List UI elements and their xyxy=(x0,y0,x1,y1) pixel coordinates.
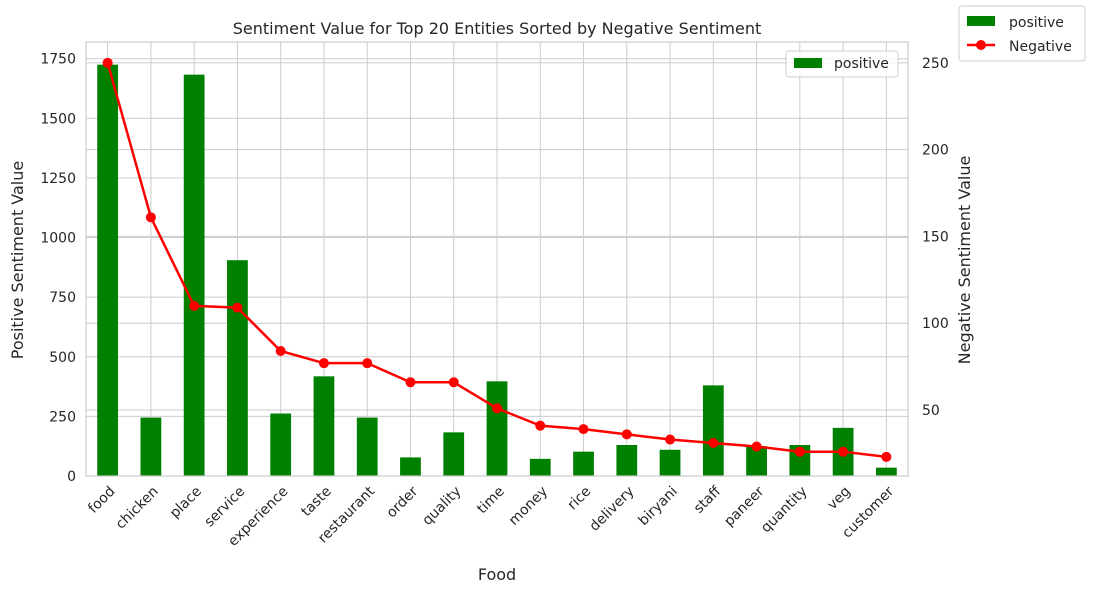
y2-tick-label: 200 xyxy=(922,143,949,159)
y-tick-label: 1500 xyxy=(40,111,76,127)
x-tick-label: biryani xyxy=(636,484,681,529)
negative-line-series xyxy=(102,57,892,462)
bar-experience xyxy=(270,413,292,476)
negative-point-service xyxy=(232,302,243,313)
negative-point-experience xyxy=(275,346,286,357)
negative-point-taste xyxy=(318,358,329,369)
y2-tick-label: 250 xyxy=(922,56,949,72)
bar-paneer xyxy=(746,446,767,476)
outer-legend: positive Negative xyxy=(958,5,1086,62)
bar-place xyxy=(183,74,205,477)
negative-point-staff xyxy=(708,438,719,449)
y-tick-label: 1250 xyxy=(40,171,76,187)
bar-food xyxy=(97,64,119,477)
negative-point-restaurant xyxy=(362,358,373,369)
chart-title: Sentiment Value for Top 20 Entities Sort… xyxy=(233,19,762,38)
negative-point-biryani xyxy=(665,434,676,445)
y-tick-label: 500 xyxy=(49,350,76,366)
bar-taste xyxy=(313,376,335,476)
x-tick-label: quantity xyxy=(758,484,811,537)
x-tick-label: taste xyxy=(298,484,334,520)
y2-tick-label: 50 xyxy=(922,403,940,419)
bar-order xyxy=(400,457,421,476)
x-tick-label: order xyxy=(384,483,422,521)
y2-tick-label: 100 xyxy=(922,316,949,332)
y-tick-label: 1000 xyxy=(40,231,76,247)
x-tick-label: delivery xyxy=(587,484,638,535)
bar-delivery xyxy=(616,445,638,476)
y-tick-label: 750 xyxy=(49,290,76,306)
y2-axis-label: Negative Sentiment Value xyxy=(955,156,974,365)
negative-point-veg xyxy=(838,446,849,457)
negative-point-quality xyxy=(448,377,459,388)
negative-point-order xyxy=(405,377,416,388)
bar-rice xyxy=(573,451,594,476)
x-tick-label: veg xyxy=(824,484,854,514)
x-tick-label: food xyxy=(85,484,118,517)
inner-legend-box xyxy=(785,50,899,78)
y-tick-label: 0 xyxy=(67,469,76,485)
negative-point-place xyxy=(189,300,200,311)
negative-point-chicken xyxy=(145,212,156,223)
outer-legend-positive-label: positive xyxy=(1009,15,1064,31)
bar-restaurant xyxy=(356,417,378,476)
x-tick-label: staff xyxy=(691,483,724,516)
inner-legend-label: positive xyxy=(834,56,889,72)
inner-legend: positive xyxy=(785,50,899,78)
outer-legend-negative-marker xyxy=(976,40,986,50)
x-tick-label: place xyxy=(167,484,205,522)
negative-point-time xyxy=(492,403,502,414)
x-tick-label: money xyxy=(506,484,551,529)
inner-legend-swatch xyxy=(794,58,822,68)
x-axis-label: Food xyxy=(478,565,516,584)
negative-point-quantity xyxy=(794,446,805,457)
x-tick-label: chicken xyxy=(113,484,162,533)
x-tick-label: rice xyxy=(565,484,595,514)
negative-point-food xyxy=(102,57,113,68)
x-tick-label: quality xyxy=(419,484,464,529)
x-tick-label: time xyxy=(474,484,508,518)
bar-time xyxy=(486,381,508,476)
plot-frame xyxy=(85,41,909,477)
bar-customer xyxy=(875,467,897,476)
negative-point-customer xyxy=(881,451,892,462)
outer-legend-positive-swatch xyxy=(967,16,995,26)
negative-point-delivery xyxy=(621,429,632,440)
y-tick-label: 250 xyxy=(49,409,76,425)
negative-point-money xyxy=(535,420,546,431)
negative-point-rice xyxy=(578,424,589,435)
bar-staff xyxy=(702,385,724,476)
negative-point-paneer xyxy=(751,441,762,452)
bar-money xyxy=(529,458,551,476)
bar-service xyxy=(227,260,248,476)
outer-legend-negative-label: Negative xyxy=(1009,39,1072,55)
y-tick-label: 1750 xyxy=(40,52,76,68)
bar-quality xyxy=(443,432,465,476)
bar-chicken xyxy=(140,417,162,476)
y2-tick-label: 150 xyxy=(922,229,949,245)
y-axis-label: Positive Sentiment Value xyxy=(8,161,27,360)
bar-biryani xyxy=(659,449,681,476)
grid xyxy=(86,42,908,477)
